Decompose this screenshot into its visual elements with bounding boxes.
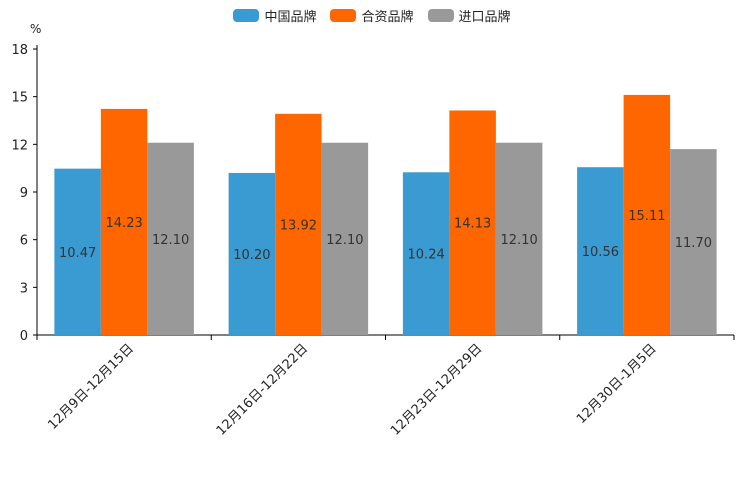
y-tick-label: 3 [20,281,28,296]
x-tick-label: 12月9日-12月15日 [45,341,137,433]
bar-value-label: 12.10 [501,233,538,248]
legend-item-china-brand[interactable]: 中国品牌 [233,6,316,25]
bar-value-label: 11.70 [675,236,712,251]
bar-value-label: 14.13 [454,217,491,232]
bar [577,167,624,335]
bar [100,108,148,335]
legend-item-joint-venture-brand[interactable]: 合资品牌 [330,6,414,25]
y-tick-label: 18 [11,43,28,58]
bar-value-label: 10.24 [408,248,445,263]
legend-swatch [330,9,357,22]
y-tick-label: 12 [11,138,28,153]
chart-legend: 中国品牌 合资品牌 进口品牌 [0,6,744,25]
bar [623,94,671,336]
bar-value-label: 10.20 [233,248,270,263]
legend-swatch [427,9,454,22]
y-tick-label: 6 [20,234,28,249]
bar [147,142,194,335]
bar [321,142,369,335]
x-tick-label: 12月23日-12月29日 [388,341,485,438]
legend-item-import-brand[interactable]: 进口品牌 [427,6,511,25]
bar-value-label: 14.23 [106,216,143,231]
legend-swatch [233,9,260,22]
bar-value-label: 12.10 [326,233,363,248]
bar [275,113,322,336]
y-axis-unit-label: % [30,22,41,36]
legend-label: 进口品牌 [458,10,511,25]
bar [54,168,101,335]
bar [495,142,543,335]
x-tick-label: 12月16日-12月22日 [214,341,311,438]
legend-label: 中国品牌 [264,10,317,25]
bar [402,172,450,335]
bar-value-label: 10.47 [59,246,96,261]
bar-value-label: 12.10 [152,233,189,248]
bar [670,149,717,335]
bar-value-label: 15.11 [628,209,665,224]
bar-value-label: 10.56 [582,245,619,260]
x-tick-label: 12月30日-1月5日 [574,341,660,427]
y-tick-label: 0 [20,329,28,344]
y-tick-label: 9 [20,186,28,201]
bar [228,172,276,335]
legend-label: 合资品牌 [361,10,414,25]
bar-value-label: 13.92 [280,218,317,233]
y-tick-label: 15 [11,91,28,106]
bar [449,110,496,336]
